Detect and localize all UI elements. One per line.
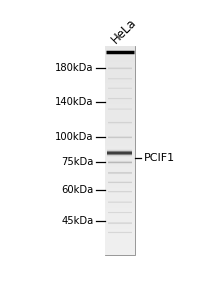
Bar [107, 154, 132, 155]
Bar [105, 224, 135, 229]
Bar [105, 104, 135, 109]
Bar [105, 52, 135, 57]
Text: 180kDa: 180kDa [55, 63, 94, 73]
Bar [107, 155, 132, 156]
Bar [105, 93, 135, 99]
Bar [105, 109, 135, 114]
Bar [105, 130, 135, 135]
Bar [105, 188, 135, 193]
Bar [105, 182, 135, 188]
Bar [107, 152, 132, 153]
Bar [105, 203, 135, 208]
Bar [105, 46, 135, 52]
Bar [107, 156, 132, 157]
Text: PCIF1: PCIF1 [143, 153, 175, 163]
Bar [105, 146, 135, 151]
Bar [107, 149, 132, 150]
Bar [107, 158, 132, 159]
Bar [105, 177, 135, 182]
Text: 45kDa: 45kDa [62, 216, 94, 226]
Text: 140kDa: 140kDa [55, 97, 94, 107]
Bar [105, 83, 135, 88]
Bar [105, 78, 135, 83]
Bar [105, 156, 135, 161]
Bar [105, 125, 135, 130]
Bar [105, 140, 135, 146]
Bar [107, 154, 132, 155]
Bar [105, 240, 135, 245]
Bar [105, 214, 135, 219]
Bar [105, 245, 135, 250]
Bar [105, 114, 135, 120]
Text: HeLa: HeLa [109, 16, 139, 46]
Bar [105, 99, 135, 104]
Bar [107, 151, 132, 152]
Bar [105, 193, 135, 198]
Bar [105, 151, 135, 156]
Bar [105, 161, 135, 166]
Bar [105, 235, 135, 240]
Bar [105, 135, 135, 140]
Bar [105, 73, 135, 78]
Text: 60kDa: 60kDa [62, 184, 94, 195]
Bar [105, 229, 135, 235]
Text: 100kDa: 100kDa [55, 132, 94, 142]
Bar [105, 219, 135, 224]
Bar [107, 150, 132, 151]
Bar [105, 120, 135, 125]
Bar [107, 153, 132, 154]
Bar [105, 172, 135, 177]
Bar [105, 67, 135, 73]
Bar [105, 46, 135, 256]
Bar [105, 88, 135, 93]
Bar [107, 148, 132, 149]
Bar [105, 198, 135, 203]
Bar [105, 208, 135, 214]
Bar [105, 62, 135, 67]
Bar [105, 167, 135, 172]
Bar [107, 157, 132, 158]
Text: 75kDa: 75kDa [61, 158, 94, 167]
Bar [107, 147, 132, 148]
Bar [105, 57, 135, 62]
Bar [105, 250, 135, 256]
